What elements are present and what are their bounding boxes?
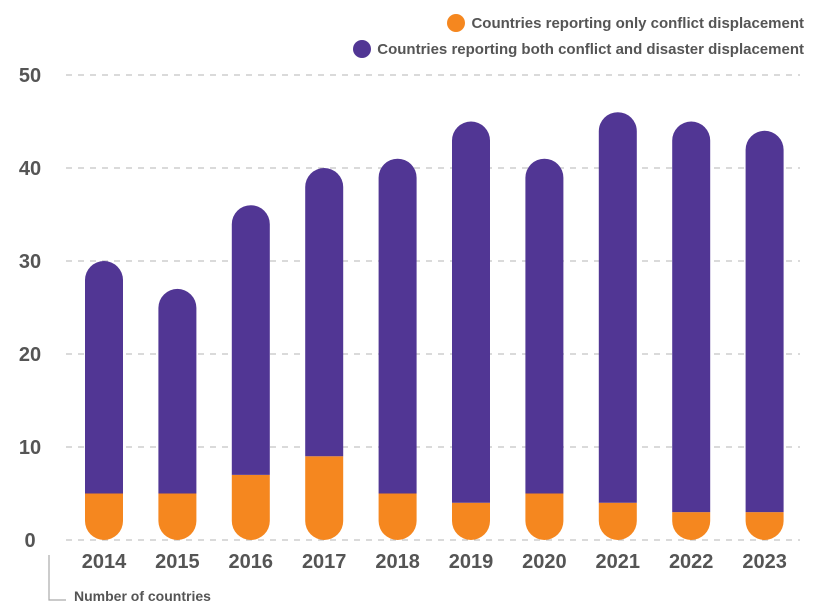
bar-conflict-and-disaster-2022 [672, 121, 711, 513]
bar-conflict-and-disaster-2020 [525, 158, 564, 494]
y-tick-label-40: 40 [19, 158, 41, 180]
x-tick-label-2014: 2014 [82, 551, 127, 573]
bar-conflict-only-2023 [745, 512, 784, 540]
bar-conflict-and-disaster-2015 [158, 288, 197, 494]
legend-label-conflict-only: Countries reporting only conflict displa… [471, 14, 804, 32]
x-tick-label-2016: 2016 [229, 551, 274, 573]
legend-swatch-conflict-and-disaster [353, 40, 372, 58]
x-tick-label-2018: 2018 [375, 551, 420, 573]
x-tick-label-2015: 2015 [155, 551, 200, 573]
bar-conflict-only-2020 [525, 493, 564, 540]
bar-conflict-only-2022 [672, 512, 711, 540]
legend-label-conflict-and-disaster: Countries reporting both conflict and di… [377, 40, 804, 58]
bar-conflict-only-2017 [305, 456, 344, 540]
legend-item-conflict-only: Countries reporting only conflict displa… [353, 10, 804, 36]
bar-conflict-only-2016 [231, 474, 270, 540]
x-tick-label-2022: 2022 [669, 551, 714, 573]
y-axis: 0 10 20 30 40 50 [19, 65, 41, 552]
y-tick-label-20: 20 [19, 344, 41, 366]
x-tick-label-2017: 2017 [302, 551, 347, 573]
bar-conflict-only-2015 [158, 493, 197, 540]
x-axis: 2014 2015 2016 2017 2018 2019 2020 2021 2022 2023 [82, 551, 787, 573]
y-tick-label-0: 0 [24, 530, 35, 552]
x-tick-label-2023: 2023 [742, 551, 787, 573]
x-tick-label-2020: 2020 [522, 551, 567, 573]
bar-conflict-and-disaster-2014 [85, 261, 123, 494]
y-tick-label-10: 10 [19, 437, 41, 459]
legend-swatch-conflict-only [447, 14, 466, 32]
y-axis-label-connector [48, 555, 66, 601]
legend: Countries reporting only conflict displa… [353, 10, 804, 62]
y-tick-label-50: 50 [19, 65, 41, 87]
bar-conflict-only-2021 [598, 502, 637, 540]
bar-conflict-only-2014 [85, 493, 123, 540]
bar-conflict-and-disaster-2019 [452, 121, 490, 503]
x-tick-label-2021: 2021 [596, 551, 641, 573]
bar-conflict-only-2018 [378, 493, 417, 540]
bars [85, 112, 784, 540]
bar-conflict-and-disaster-2021 [598, 112, 637, 503]
y-axis-label: Number of countries [74, 588, 211, 604]
bar-conflict-and-disaster-2016 [231, 205, 270, 475]
bar-conflict-only-2019 [452, 502, 490, 540]
legend-item-conflict-and-disaster: Countries reporting both conflict and di… [353, 36, 804, 62]
x-tick-label-2019: 2019 [449, 551, 494, 573]
bar-conflict-and-disaster-2017 [305, 168, 344, 457]
bar-conflict-and-disaster-2018 [378, 158, 417, 494]
y-tick-label-30: 30 [19, 251, 41, 273]
bar-conflict-and-disaster-2023 [745, 130, 784, 513]
